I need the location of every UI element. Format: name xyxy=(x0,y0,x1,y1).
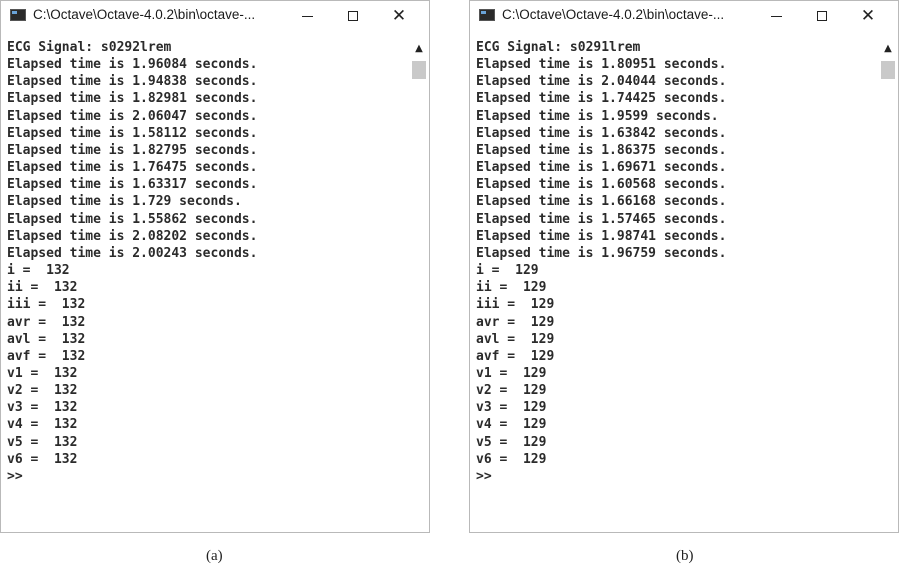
console-line: iii = 132 xyxy=(7,297,86,313)
console-line: >> xyxy=(7,468,23,484)
maximize-icon xyxy=(348,11,358,21)
console-line: v6 = 129 xyxy=(476,451,547,467)
console-line: >> xyxy=(476,468,492,484)
chevron-up-icon[interactable]: ▲ xyxy=(415,43,423,54)
console-output[interactable]: ECG Signal: s0292lrem Elapsed time is 1.9… xyxy=(1,31,409,532)
console-line: Elapsed time is 1.9599 seconds. xyxy=(476,108,719,124)
console-line: ECG Signal: s0292lrem xyxy=(7,40,172,55)
console-line: Elapsed time is 1.94838 seconds. xyxy=(7,74,258,90)
console-line: Elapsed time is 1.96759 seconds. xyxy=(476,245,727,261)
title-bar[interactable]: C:\Octave\Octave-4.0.2\bin\octave-... ✕ xyxy=(470,1,898,31)
console-line: Elapsed time is 1.80951 seconds. xyxy=(476,57,727,73)
console-line: v5 = 129 xyxy=(476,434,547,450)
console-line: Elapsed time is 2.04044 seconds. xyxy=(476,74,727,90)
console-line: v3 = 129 xyxy=(476,400,547,416)
console-line: avf = 132 xyxy=(7,348,86,364)
console-line: Elapsed time is 1.66168 seconds. xyxy=(476,194,727,210)
console-line: Elapsed time is 1.82981 seconds. xyxy=(7,91,258,107)
caption-a: (a) xyxy=(206,548,223,564)
caption-b: (b) xyxy=(676,548,694,564)
console-line: v3 = 132 xyxy=(7,400,78,416)
console-line: v1 = 129 xyxy=(476,365,547,381)
console-line: Elapsed time is 2.06047 seconds. xyxy=(7,108,258,124)
console-line: Elapsed time is 1.96084 seconds. xyxy=(7,57,258,73)
console-line: Elapsed time is 1.63317 seconds. xyxy=(7,177,258,193)
console-line: v1 = 132 xyxy=(7,365,78,381)
console-line: v2 = 129 xyxy=(476,383,547,399)
chevron-up-icon[interactable]: ▲ xyxy=(884,43,892,54)
minimize-icon xyxy=(770,15,782,17)
maximize-button[interactable] xyxy=(800,1,844,31)
console-line: avl = 132 xyxy=(7,331,86,347)
console-window-a: C:\Octave\Octave-4.0.2\bin\octave-... ✕ … xyxy=(0,0,430,533)
console-line: Elapsed time is 2.08202 seconds. xyxy=(7,228,258,244)
minimize-icon xyxy=(301,15,313,17)
close-icon: ✕ xyxy=(860,5,876,26)
console-line: Elapsed time is 1.74425 seconds. xyxy=(476,91,727,107)
console-line: Elapsed time is 1.98741 seconds. xyxy=(476,228,727,244)
console-line: Elapsed time is 1.729 seconds. xyxy=(7,194,242,210)
window-title: C:\Octave\Octave-4.0.2\bin\octave-... xyxy=(502,7,725,22)
console-line: Elapsed time is 1.86375 seconds. xyxy=(476,142,727,158)
console-line: Elapsed time is 1.69671 seconds. xyxy=(476,160,727,176)
console-app-icon xyxy=(479,9,495,21)
console-line: iii = 129 xyxy=(476,297,555,313)
title-bar[interactable]: C:\Octave\Octave-4.0.2\bin\octave-... ✕ xyxy=(1,1,429,31)
console-line: avf = 129 xyxy=(476,348,555,364)
window-title: C:\Octave\Octave-4.0.2\bin\octave-... xyxy=(33,7,256,22)
console-line: v5 = 132 xyxy=(7,434,78,450)
console-line: v2 = 132 xyxy=(7,383,78,399)
console-line: ii = 129 xyxy=(476,280,547,296)
console-window-b: C:\Octave\Octave-4.0.2\bin\octave-... ✕ … xyxy=(469,0,899,533)
console-line: avr = 129 xyxy=(476,314,555,330)
console-line: Elapsed time is 1.58112 seconds. xyxy=(7,125,258,141)
console-line: v6 = 132 xyxy=(7,451,78,467)
minimize-button[interactable] xyxy=(754,1,798,31)
close-button[interactable]: ✕ xyxy=(846,1,890,31)
console-line: Elapsed time is 1.76475 seconds. xyxy=(7,160,258,176)
console-line: Elapsed time is 1.60568 seconds. xyxy=(476,177,727,193)
console-app-icon xyxy=(10,9,26,21)
console-line: v4 = 132 xyxy=(7,417,78,433)
scrollbar-thumb[interactable] xyxy=(412,61,426,79)
console-line: Elapsed time is 1.63842 seconds. xyxy=(476,125,727,141)
console-line: avr = 132 xyxy=(7,314,86,330)
console-line: i = 129 xyxy=(476,263,539,279)
console-line: Elapsed time is 1.55862 seconds. xyxy=(7,211,258,227)
maximize-button[interactable] xyxy=(331,1,375,31)
scrollbar-thumb[interactable] xyxy=(881,61,895,79)
console-line: ii = 132 xyxy=(7,280,78,296)
console-line: ECG Signal: s0291lrem xyxy=(476,40,641,55)
console-line: Elapsed time is 2.00243 seconds. xyxy=(7,245,258,261)
vertical-scrollbar[interactable]: ▲ xyxy=(878,31,898,532)
console-line: avl = 129 xyxy=(476,331,555,347)
console-output[interactable]: ECG Signal: s0291lrem Elapsed time is 1.8… xyxy=(470,31,878,532)
minimize-button[interactable] xyxy=(285,1,329,31)
console-line: v4 = 129 xyxy=(476,417,547,433)
console-line: Elapsed time is 1.82795 seconds. xyxy=(7,142,258,158)
close-button[interactable]: ✕ xyxy=(377,1,421,31)
vertical-scrollbar[interactable]: ▲ xyxy=(409,31,429,532)
console-line: Elapsed time is 1.57465 seconds. xyxy=(476,211,727,227)
close-icon: ✕ xyxy=(391,5,407,26)
maximize-icon xyxy=(817,11,827,21)
console-line: i = 132 xyxy=(7,263,70,279)
